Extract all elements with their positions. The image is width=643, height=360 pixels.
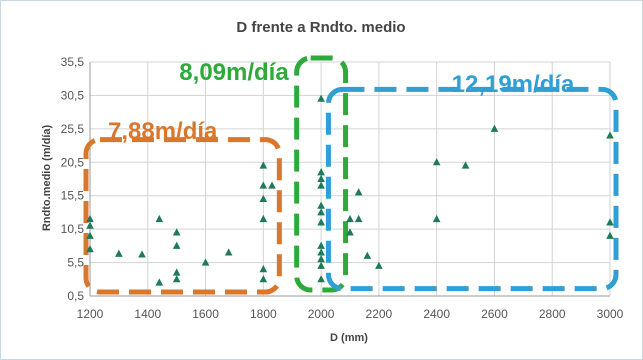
group-average-label: 8,09m/día <box>179 59 289 86</box>
y-tick-label: 25,5 <box>61 122 85 136</box>
x-tick-label: 1800 <box>250 307 277 321</box>
x-tick-label: 2200 <box>366 307 393 321</box>
y-tick-label: 5,5 <box>67 256 84 270</box>
data-point <box>86 245 94 253</box>
annotations: 7,88m/día 8,09m/día 12,19m/día <box>108 59 575 145</box>
data-point <box>115 249 123 257</box>
y-tick-label: 15,5 <box>61 189 85 203</box>
x-tick-label: 2400 <box>423 307 450 321</box>
data-point <box>317 201 325 209</box>
data-point <box>606 218 614 226</box>
y-tick-label: 35,5 <box>61 55 85 69</box>
data-point <box>317 241 325 249</box>
x-axis-label: D (mm) <box>330 332 368 344</box>
data-point <box>363 251 372 259</box>
data-point <box>432 158 441 166</box>
x-tick-label: 1200 <box>77 307 104 321</box>
y-tick-label: 30,5 <box>61 88 85 102</box>
data-point <box>172 268 181 276</box>
x-tick-label: 2600 <box>481 307 508 321</box>
x-tick-label: 2800 <box>539 307 566 321</box>
data-point <box>201 258 210 266</box>
data-point <box>172 275 181 283</box>
group-box <box>294 55 349 293</box>
data-point <box>138 250 146 258</box>
y-axis-label: Rndto.medio (m/día) <box>41 125 53 232</box>
data-point <box>155 214 164 223</box>
data-point <box>461 161 470 169</box>
data-point <box>86 231 94 239</box>
data-point <box>172 241 181 249</box>
data-point <box>259 161 268 169</box>
data-point <box>172 228 181 236</box>
y-tick-label: 20,5 <box>61 155 85 169</box>
data-point <box>155 278 164 286</box>
group-boxes <box>83 55 619 295</box>
x-tick-label: 3000 <box>597 307 624 321</box>
x-tick-label: 2000 <box>308 307 335 321</box>
data-point <box>317 168 325 176</box>
data-point <box>224 248 233 256</box>
axes: 0,5 5,5 10,5 15,5 20,5 25,5 30,5 35,5 1200 1400 16… <box>61 55 624 321</box>
data-point <box>346 214 354 223</box>
data-point <box>317 208 325 216</box>
group-average-label: 12,19m/día <box>452 71 575 98</box>
data-point <box>354 188 363 196</box>
data-point <box>259 194 268 203</box>
data-point <box>317 94 325 102</box>
group-average-label: 7,88m/día <box>108 118 218 145</box>
group-box <box>325 86 619 292</box>
data-point <box>259 275 268 283</box>
data-point <box>259 181 268 189</box>
chart-title: D frente a Rndto. medio <box>236 19 405 36</box>
data-point <box>317 248 325 256</box>
data-point <box>317 174 325 182</box>
data-point <box>259 265 268 273</box>
data-point <box>606 131 614 139</box>
data-point <box>375 261 383 269</box>
data-point <box>606 231 614 239</box>
data-points <box>86 94 614 286</box>
data-point <box>268 181 276 189</box>
x-tick-label: 1400 <box>134 307 161 321</box>
data-point <box>317 275 325 283</box>
data-point <box>317 181 325 189</box>
x-tick-label: 1600 <box>192 307 219 321</box>
y-tick-label: 10,5 <box>61 222 85 236</box>
data-point <box>490 124 499 132</box>
data-point <box>432 214 441 223</box>
data-point <box>317 218 325 226</box>
data-point <box>317 255 325 263</box>
data-point <box>317 261 325 269</box>
data-point <box>354 214 363 223</box>
group-box <box>83 137 282 295</box>
data-point <box>259 214 268 223</box>
data-point <box>346 228 354 236</box>
data-point <box>86 221 94 229</box>
data-point <box>86 214 94 223</box>
y-tick-label: 0,5 <box>67 289 84 303</box>
